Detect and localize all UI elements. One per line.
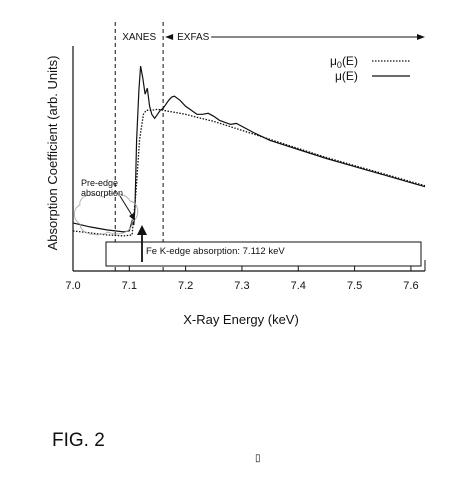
regions: XANES EXFAS xyxy=(114,22,425,271)
exfas-arrow-head-left xyxy=(165,34,174,40)
x-tick-label: 7.1 xyxy=(122,280,137,292)
x-ticks: 7.0 7.1 7.2 7.3 7.4 7.5 7.6 xyxy=(65,266,419,292)
pre-edge-pointer xyxy=(119,195,134,218)
legend-mu0-suffix: (E) xyxy=(342,54,358,68)
pre-edge-annotation: Pre-edge absorption xyxy=(73,178,139,236)
pre-edge-cloud xyxy=(73,193,139,236)
k-edge-box xyxy=(105,241,422,267)
figure-marker: ▯ xyxy=(255,453,261,464)
legend-mu0-sub: 0 xyxy=(337,60,342,70)
series-mu-line xyxy=(72,65,426,233)
legend-entry-mu: μ(E) xyxy=(335,69,358,83)
x-tick-label: 7.2 xyxy=(178,280,193,292)
x-tick-label: 7.0 xyxy=(65,280,80,292)
pre-edge-label-line-2: absorption xyxy=(81,188,123,198)
y-axis-label: Absorption Coefficient (arb. Units) xyxy=(45,56,60,251)
x-axis-label: X-Ray Energy (keV) xyxy=(183,312,299,327)
x-tick-label: 7.4 xyxy=(291,280,306,292)
legend: μ0(E) μ(E) xyxy=(330,54,410,83)
k-edge-pointer-head xyxy=(137,225,147,235)
pre-edge-label-line-1: Pre-edge xyxy=(81,178,118,188)
k-edge-label: Fe K-edge absorption: 7.112 keV xyxy=(146,246,285,257)
exfas-arrow-head-right xyxy=(417,34,425,40)
x-tick-label: 7.5 xyxy=(347,280,362,292)
pre-edge-pointer-head xyxy=(129,213,135,221)
exfas-label: EXFAS xyxy=(177,32,210,43)
x-tick-label: 7.3 xyxy=(234,280,249,292)
legend-entry-mu0: μ0(E) xyxy=(330,54,358,70)
x-tick-label: 7.6 xyxy=(403,280,418,292)
plot-frame xyxy=(72,46,426,272)
xanes-label: XANES xyxy=(122,32,156,43)
k-edge-annotation: Fe K-edge absorption: 7.112 keV xyxy=(105,225,422,267)
figure-caption: FIG. 2 xyxy=(52,430,105,451)
series-mu0-line xyxy=(72,108,426,237)
legend-mu0-base: μ xyxy=(330,54,337,68)
legend-mu-base: μ xyxy=(335,69,342,83)
legend-mu-suffix: (E) xyxy=(342,69,358,83)
